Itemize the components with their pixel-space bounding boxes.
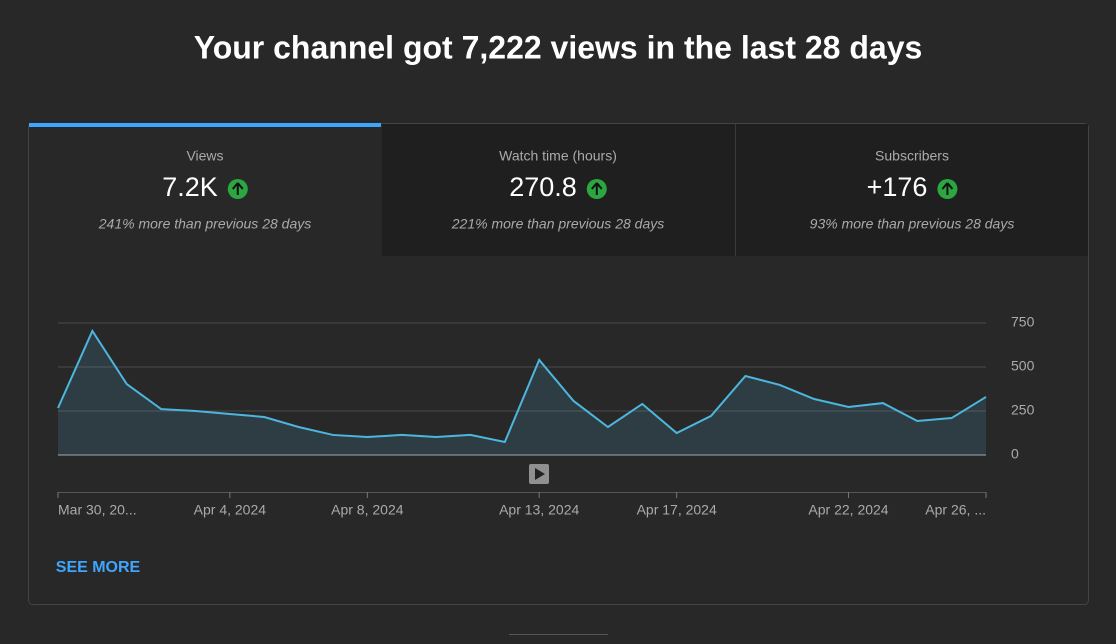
trend-arrow	[591, 182, 603, 195]
page-title: Your channel got 7,222 views in the last…	[194, 29, 923, 65]
tab-label: Subscribers	[875, 148, 949, 164]
x-tick-label: Apr 13, 2024	[499, 502, 579, 518]
see-more-button[interactable]: SEE MORE	[56, 559, 141, 576]
tab-label: Views	[186, 148, 223, 164]
line	[57, 328, 987, 444]
x-tick-label: Apr 4, 2024	[194, 502, 267, 518]
x-tick-label: Apr 8, 2024	[331, 502, 404, 518]
y-tick-label: 500	[1011, 358, 1035, 374]
y-tick-label: 250	[1011, 402, 1035, 418]
area	[58, 330, 986, 455]
tab-indicator	[29, 123, 381, 127]
x-tick-label: Apr 26, ...	[925, 502, 986, 518]
x-tick-label: Apr 17, 2024	[637, 502, 717, 518]
tab-value: 270.8	[509, 172, 577, 202]
tab-comparison: 241% more than previous 28 days	[98, 216, 311, 232]
play-icon	[535, 468, 545, 480]
tab-value: 7.2K	[162, 172, 218, 202]
trend-arrow	[941, 182, 954, 195]
tab-comparison: 93% more than previous 28 days	[810, 216, 1015, 232]
y-tick-label: 0	[1011, 446, 1019, 462]
tab-label: Watch time (hours)	[499, 148, 617, 164]
trend-arrow	[232, 182, 244, 195]
x-tick-label: Mar 30, 20...	[58, 502, 137, 518]
y-tick-label: 750	[1011, 314, 1035, 330]
tab-comparison: 221% more than previous 28 days	[451, 216, 664, 232]
tab-value: +176	[867, 172, 928, 202]
x-tick-label: Apr 22, 2024	[808, 502, 888, 518]
